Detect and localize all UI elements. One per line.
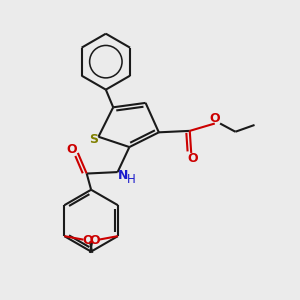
Text: O: O xyxy=(66,143,77,156)
Text: O: O xyxy=(89,234,100,247)
Text: N: N xyxy=(118,169,128,182)
Text: O: O xyxy=(209,112,220,125)
Text: H: H xyxy=(128,173,136,186)
Text: O: O xyxy=(82,234,93,247)
Text: O: O xyxy=(188,152,198,165)
Text: S: S xyxy=(89,133,98,146)
